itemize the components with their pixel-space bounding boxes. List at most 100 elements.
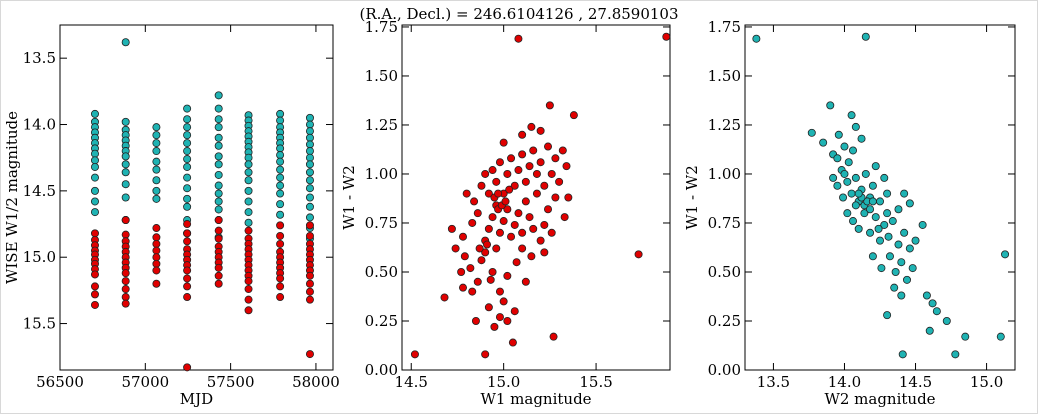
data-point: [505, 185, 514, 194]
data-point: [866, 205, 875, 214]
y-tick-label: 15.5: [23, 315, 56, 333]
y-tick-label: 0.00: [708, 361, 741, 379]
data-point: [843, 177, 852, 186]
data-point: [826, 101, 835, 110]
data-point: [276, 239, 285, 248]
y-tick-label: 0.00: [365, 361, 398, 379]
data-point: [440, 293, 449, 302]
data-point: [521, 277, 530, 286]
data-point: [851, 201, 860, 210]
data-point: [545, 101, 554, 110]
data-point: [462, 189, 471, 198]
data-point: [840, 142, 849, 151]
data-point: [244, 226, 253, 235]
data-point: [152, 239, 161, 248]
data-point: [470, 197, 479, 206]
data-point: [894, 240, 903, 249]
data-point: [457, 267, 466, 276]
data-point: [891, 267, 900, 276]
data-point: [847, 111, 856, 120]
data-point: [492, 244, 501, 253]
data-point: [152, 165, 161, 174]
data-point: [819, 138, 828, 147]
data-point: [844, 158, 853, 167]
data-point: [544, 142, 553, 151]
data-point: [214, 115, 223, 124]
y-tick-label: 15.0: [23, 248, 56, 266]
x-tick-label: 15.0: [970, 373, 1003, 391]
data-point: [847, 189, 856, 198]
plot-frame: [59, 24, 334, 371]
data-point: [305, 350, 314, 359]
data-point: [905, 199, 914, 208]
y-tick-label: 1.75: [708, 18, 741, 36]
data-point: [495, 287, 504, 296]
data-point: [90, 109, 99, 118]
data-point: [521, 197, 530, 206]
data-point: [183, 155, 192, 164]
data-point: [861, 169, 870, 178]
data-point: [305, 213, 314, 222]
x-axis-label: MJD: [180, 390, 213, 408]
y-axis-label: W1 - W2: [683, 165, 701, 230]
figure-title: (R.A., Decl.) = 246.6104126 , 27.8590103: [359, 5, 679, 23]
data-point: [276, 282, 285, 291]
data-point: [244, 306, 253, 315]
data-point: [214, 226, 223, 235]
data-point: [90, 290, 99, 299]
data-point: [90, 173, 99, 182]
data-point: [833, 154, 842, 163]
series-w1: [90, 216, 314, 372]
data-point: [276, 116, 285, 125]
data-point: [276, 210, 285, 219]
data-point: [564, 193, 573, 202]
data-point: [121, 230, 130, 239]
y-tick-label: 1.50: [708, 67, 741, 85]
data-point: [484, 224, 493, 233]
data-point: [305, 184, 314, 193]
data-point: [503, 271, 512, 280]
data-point: [305, 140, 314, 149]
data-point: [183, 184, 192, 193]
data-point: [152, 246, 161, 255]
data-point: [244, 176, 253, 185]
series-w2: [752, 32, 1010, 359]
data-point: [499, 138, 508, 147]
data-point: [276, 165, 285, 174]
data-point: [849, 146, 858, 155]
x-tick-label: 15.0: [487, 373, 520, 391]
data-point: [897, 258, 906, 267]
data-point: [214, 197, 223, 206]
data-point: [90, 186, 99, 195]
data-point: [510, 220, 519, 229]
data-point: [121, 152, 130, 161]
data-point: [484, 189, 493, 198]
y-tick-label: 14.0: [23, 116, 56, 134]
data-point: [529, 224, 538, 233]
data-point: [90, 197, 99, 206]
data-point: [900, 228, 909, 237]
data-point: [874, 224, 883, 233]
data-point: [911, 236, 920, 245]
data-point: [214, 181, 223, 190]
data-point: [854, 189, 863, 198]
data-point: [214, 216, 223, 225]
data-point: [532, 189, 541, 198]
data-point: [214, 133, 223, 142]
data-point: [834, 130, 843, 139]
data-point: [121, 168, 130, 177]
data-point: [551, 154, 560, 163]
data-point: [276, 189, 285, 198]
data-point: [152, 131, 161, 140]
data-point: [634, 250, 643, 259]
y-axis-label: WISE W1/2 magnitude: [3, 111, 21, 284]
data-point: [495, 158, 504, 167]
data-point: [508, 338, 517, 347]
data-point: [276, 221, 285, 230]
data-point: [152, 123, 161, 132]
y-tick-label: 1.00: [708, 165, 741, 183]
data-point: [536, 126, 545, 135]
data-point: [305, 202, 314, 211]
data-point: [183, 237, 192, 246]
data-point: [536, 158, 545, 167]
